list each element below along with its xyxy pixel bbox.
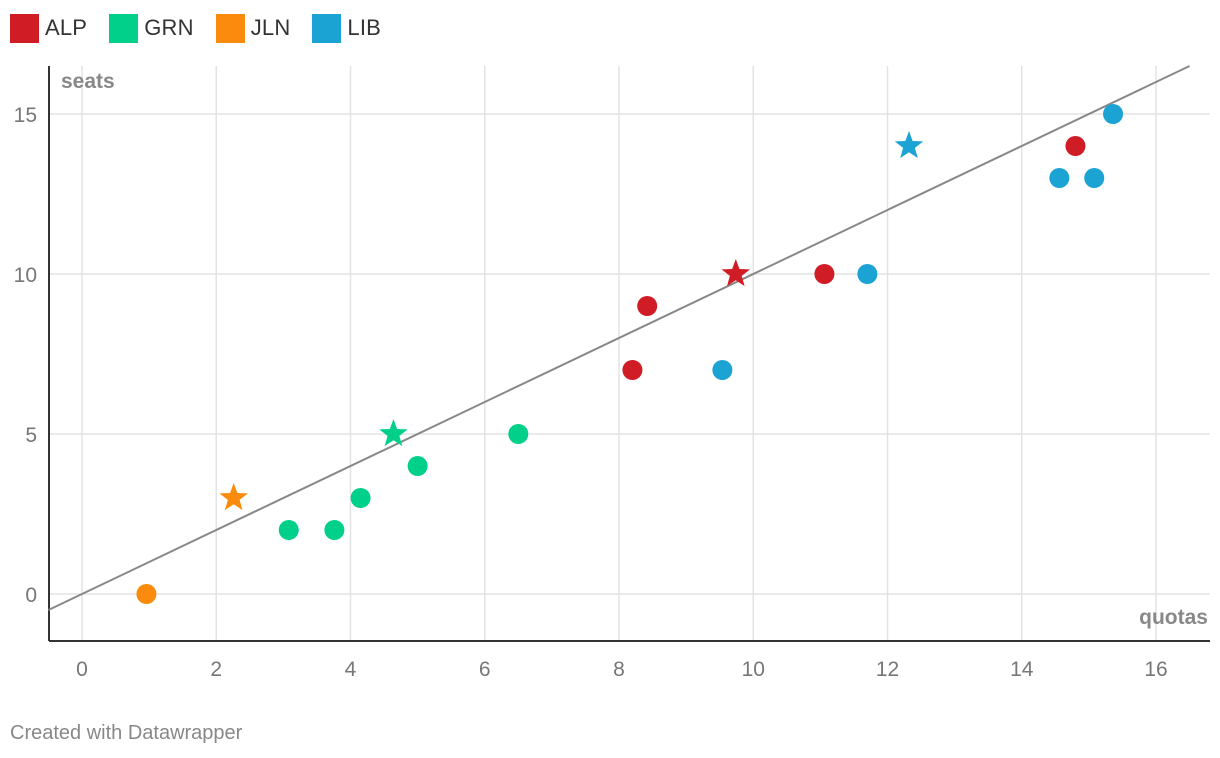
y-tick-label-15: 15 [14,104,37,127]
grn-point-0 [278,520,299,540]
lib-point-1 [857,264,878,284]
data-points [136,104,1124,604]
x-tick-label-4: 4 [345,658,357,681]
alp-point-2-star [721,259,751,287]
alp-point-0 [622,360,643,380]
axes: 0 2 4 6 8 10 12 14 16 0 5 10 15 [14,66,1210,681]
x-axis-title: quotas [1139,606,1208,629]
x-tick-label-2: 2 [210,658,222,681]
x-tick-label-10: 10 [742,658,765,681]
alp-point-4 [1065,136,1086,156]
x-tick-label-0: 0 [76,658,88,681]
legend-item-lib: LIB [312,13,382,43]
legend-item-jln: JLN [215,13,291,43]
legend-swatch-alp [10,13,39,43]
chart-legend: ALP GRN JLN LIB [10,12,403,44]
x-tick-label-16: 16 [1144,658,1167,681]
y-tick-label-0: 0 [25,584,37,607]
lib-point-2-star [894,131,924,159]
grn-point-3-star [379,419,408,447]
legend-label-jln: JLN [250,15,291,40]
grn-point-2 [350,488,371,508]
x-tick-label-12: 12 [876,658,899,681]
legend-label-grn: GRN [144,15,194,40]
lib-point-0 [712,360,733,380]
legend-swatch-lib [312,13,342,43]
lib-point-4 [1084,168,1105,188]
y-tick-label-10: 10 [14,264,37,287]
grn-point-4 [407,456,428,476]
legend-label-lib: LIB [347,15,382,40]
lib-point-3 [1049,168,1070,188]
x-tick-label-6: 6 [479,658,491,681]
legend-item-alp: ALP [10,13,88,43]
legend-swatch-grn [109,13,139,43]
legend-item-grn: GRN [109,13,194,43]
jln-point-1-star [219,483,248,511]
lib-point-5 [1103,104,1124,124]
x-tick-label-8: 8 [613,658,625,681]
grid-lines [49,66,1210,641]
jln-point-0 [136,584,157,604]
footer-credit: Created with Datawrapper [10,722,243,744]
reference-line [48,65,1190,611]
grn-point-1 [324,520,345,540]
alp-point-1 [637,296,658,316]
alp-point-3 [814,264,835,284]
legend-swatch-jln [215,13,245,43]
axis-labels: seats quotas [61,70,1208,629]
y-tick-label-5: 5 [25,424,37,447]
grn-point-5 [508,424,529,444]
legend-label-alp: ALP [45,15,88,40]
x-tick-label-14: 14 [1010,658,1034,681]
reference-line-layer [48,65,1190,611]
y-axis-title: seats [61,70,115,93]
